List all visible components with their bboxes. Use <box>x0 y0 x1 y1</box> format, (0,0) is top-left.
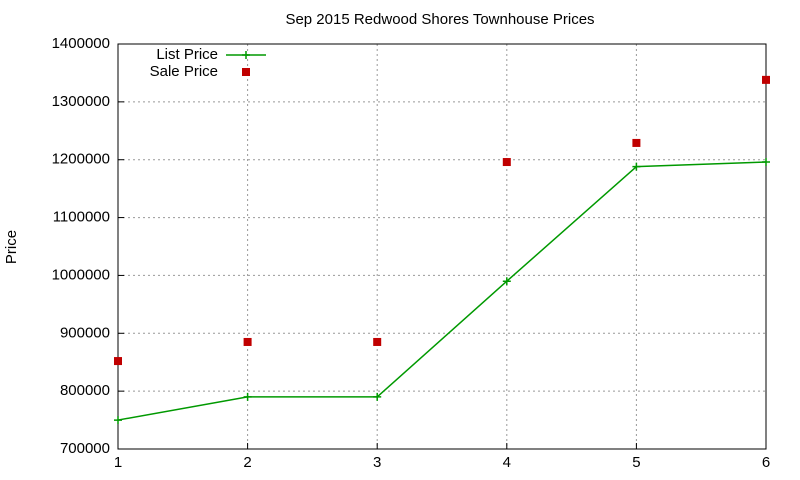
y-tick-label: 900000 <box>60 324 110 341</box>
x-tick-label: 2 <box>243 454 251 471</box>
y-tick-label: 1400000 <box>52 35 110 52</box>
point <box>632 162 641 171</box>
x-tick-label: 4 <box>503 454 511 471</box>
x-tick-label: 6 <box>762 454 770 471</box>
x-tick-label: 3 <box>373 454 381 471</box>
legend-label: List Price <box>156 46 218 63</box>
x-tick-label: 5 <box>632 454 640 471</box>
y-tick-label: 800000 <box>60 382 110 399</box>
y-tick-label: 1000000 <box>52 266 110 283</box>
point <box>502 158 511 167</box>
x-tick-label: 1 <box>114 454 122 471</box>
y-tick-label: 1200000 <box>52 151 110 168</box>
legend-swatch <box>242 51 250 59</box>
point <box>762 75 770 84</box>
series-line <box>117 161 767 421</box>
point <box>243 337 252 346</box>
point <box>632 138 641 147</box>
point <box>114 357 122 366</box>
point <box>502 277 511 286</box>
point <box>373 392 382 401</box>
legend-swatch <box>242 68 250 76</box>
point <box>373 337 382 346</box>
y-tick-label: 1300000 <box>52 93 110 110</box>
y-axis-label: Price <box>3 230 20 264</box>
legend-label: Sale Price <box>150 63 218 80</box>
point <box>762 158 770 167</box>
y-tick-label: 1100000 <box>53 209 110 226</box>
point <box>114 416 122 425</box>
chart-title: Sep 2015 Redwood Shores Townhouse Prices <box>285 11 594 28</box>
y-tick-label: 700000 <box>60 440 110 457</box>
plot-frame <box>117 43 767 450</box>
point <box>243 392 252 401</box>
